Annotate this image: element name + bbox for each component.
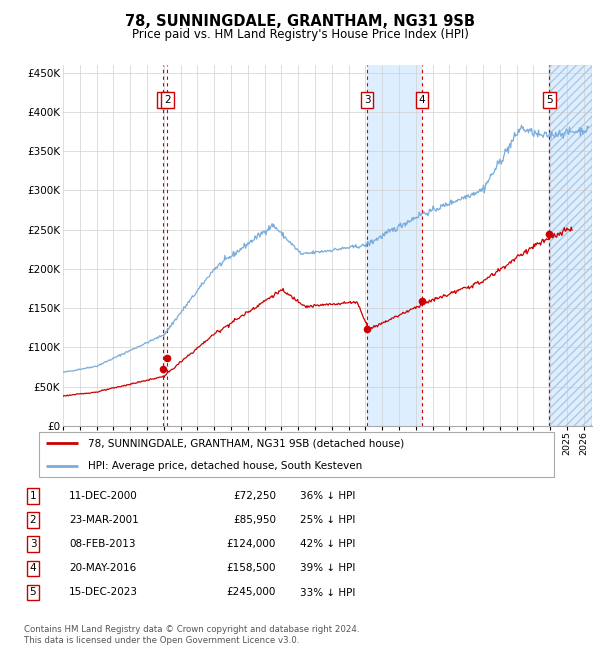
Text: 11-DEC-2000: 11-DEC-2000 [69, 491, 138, 501]
Text: 3: 3 [364, 96, 370, 105]
Bar [550, 65, 592, 426]
Text: £158,500: £158,500 [227, 564, 276, 573]
Text: Price paid vs. HM Land Registry's House Price Index (HPI): Price paid vs. HM Land Registry's House … [131, 28, 469, 41]
Text: £124,000: £124,000 [227, 540, 276, 549]
Text: 08-FEB-2013: 08-FEB-2013 [69, 540, 136, 549]
Text: 4: 4 [419, 96, 425, 105]
Text: 5: 5 [546, 96, 553, 105]
Text: 42% ↓ HPI: 42% ↓ HPI [300, 540, 355, 549]
Text: 36% ↓ HPI: 36% ↓ HPI [300, 491, 355, 501]
Text: 15-DEC-2023: 15-DEC-2023 [69, 588, 138, 597]
Text: £85,950: £85,950 [233, 515, 276, 525]
Text: 2: 2 [29, 515, 37, 525]
Text: 33% ↓ HPI: 33% ↓ HPI [300, 588, 355, 597]
Bar [367, 65, 422, 426]
Bar [550, 65, 592, 426]
Text: 78, SUNNINGDALE, GRANTHAM, NG31 9SB (detached house): 78, SUNNINGDALE, GRANTHAM, NG31 9SB (det… [88, 439, 404, 448]
Text: 39% ↓ HPI: 39% ↓ HPI [300, 564, 355, 573]
Text: 20-MAY-2016: 20-MAY-2016 [69, 564, 136, 573]
FancyBboxPatch shape [38, 432, 554, 477]
Text: 23-MAR-2001: 23-MAR-2001 [69, 515, 139, 525]
Text: 2: 2 [164, 96, 171, 105]
Text: £245,000: £245,000 [227, 588, 276, 597]
Text: 5: 5 [29, 588, 37, 597]
Text: 4: 4 [29, 564, 37, 573]
Text: Contains HM Land Registry data © Crown copyright and database right 2024.
This d: Contains HM Land Registry data © Crown c… [24, 625, 359, 645]
Text: 1: 1 [160, 96, 166, 105]
Text: HPI: Average price, detached house, South Kesteven: HPI: Average price, detached house, Sout… [88, 461, 362, 471]
Text: £72,250: £72,250 [233, 491, 276, 501]
Text: 1: 1 [29, 491, 37, 501]
Text: 25% ↓ HPI: 25% ↓ HPI [300, 515, 355, 525]
Text: 3: 3 [29, 540, 37, 549]
Text: 78, SUNNINGDALE, GRANTHAM, NG31 9SB: 78, SUNNINGDALE, GRANTHAM, NG31 9SB [125, 14, 475, 29]
